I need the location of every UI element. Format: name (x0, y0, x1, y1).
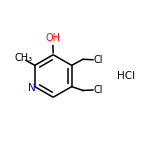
Text: CH₃: CH₃ (14, 53, 32, 63)
Text: N: N (28, 83, 35, 93)
Text: OH: OH (46, 33, 61, 43)
Text: Cl: Cl (94, 55, 103, 65)
Text: Cl: Cl (94, 85, 103, 95)
Text: HCl: HCl (117, 71, 135, 81)
